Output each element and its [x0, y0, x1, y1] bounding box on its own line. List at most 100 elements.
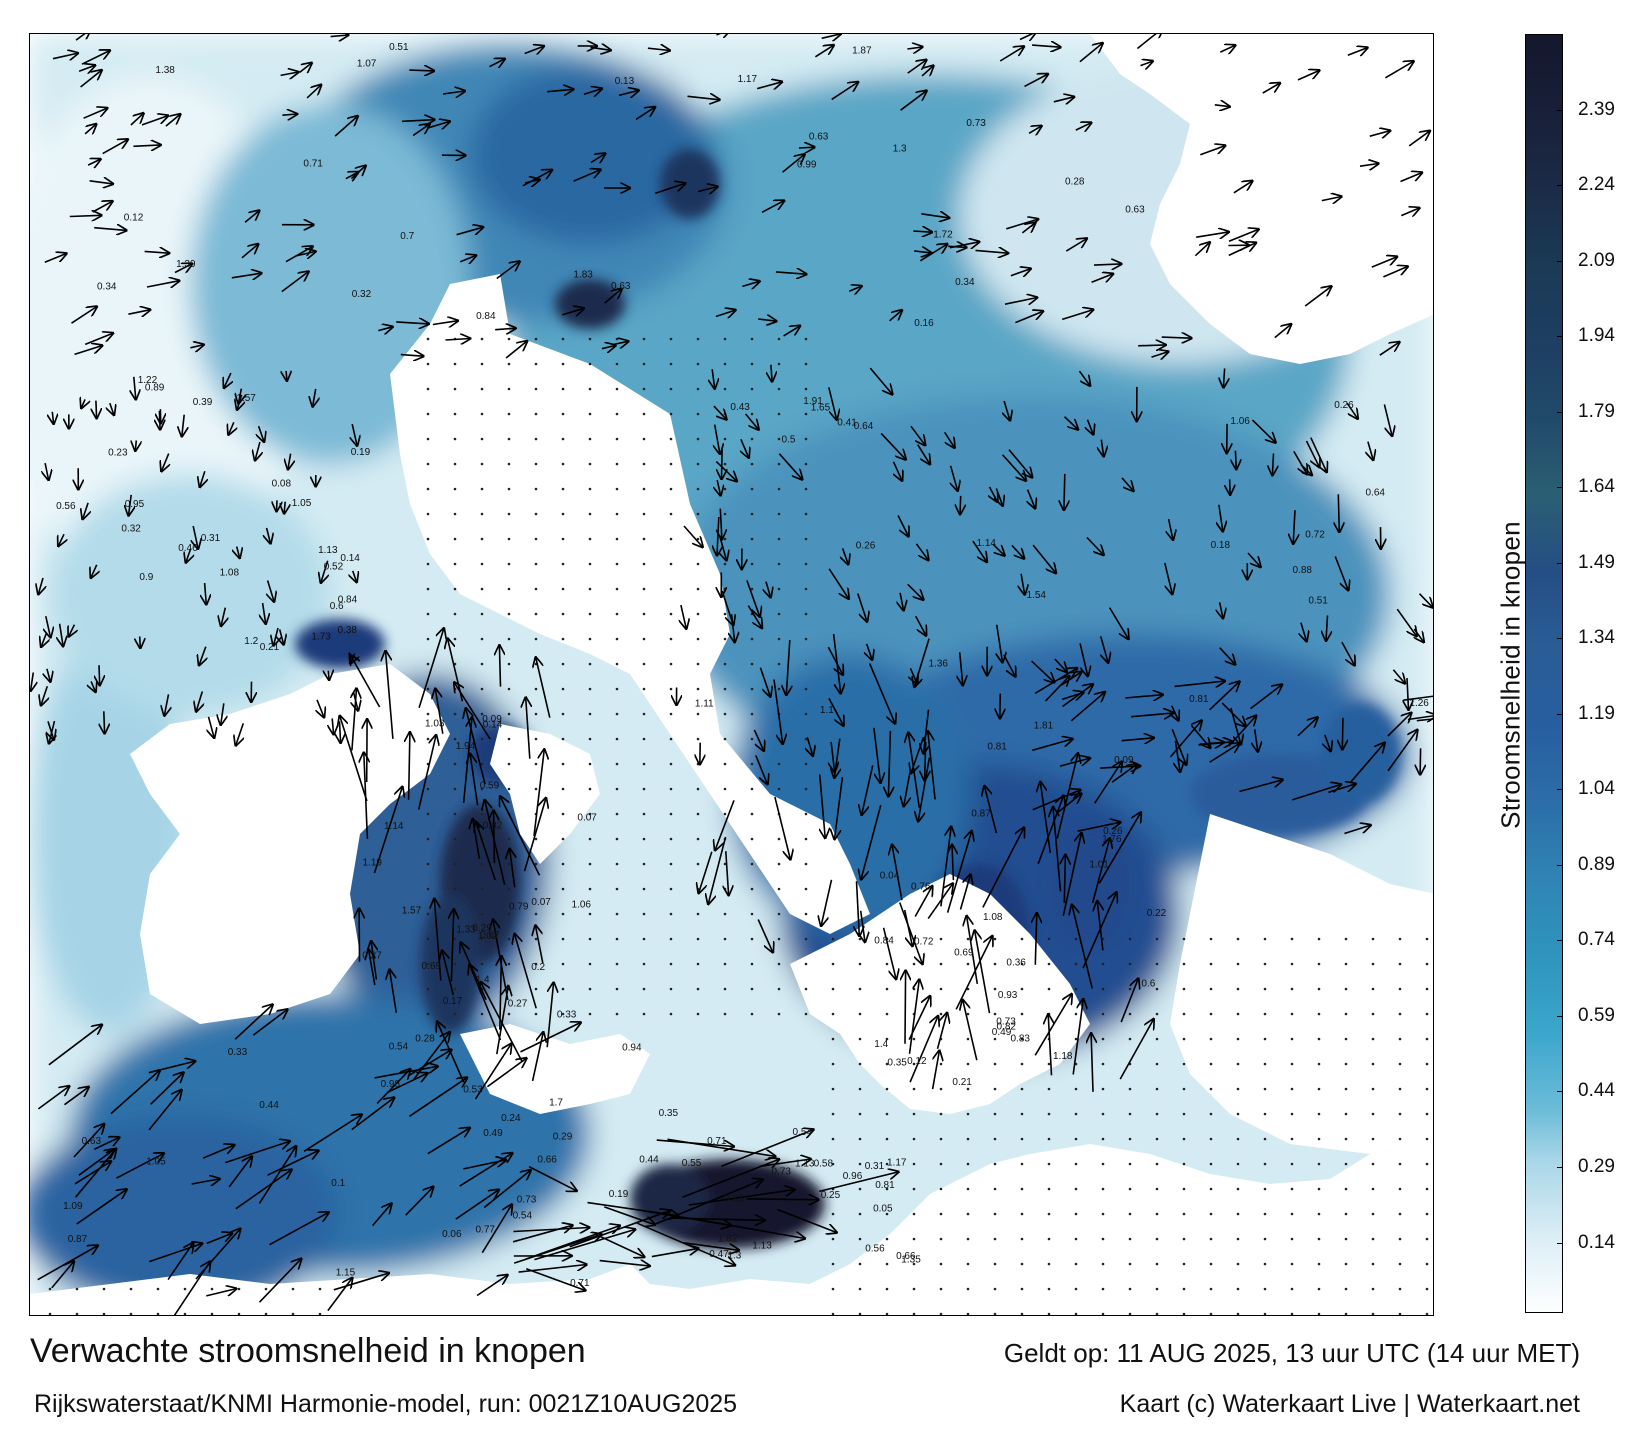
- current-arrow: [400, 355, 424, 357]
- current-arrow: [485, 800, 506, 885]
- grid-dot: [858, 1137, 862, 1141]
- current-arrow: [221, 703, 224, 725]
- current-arrow: [1233, 181, 1253, 194]
- grid-dot: [453, 962, 457, 966]
- current-value-label: 1.26: [1409, 698, 1429, 709]
- current-value-label: 0.43: [730, 402, 750, 413]
- current-value-label: 1.22: [138, 375, 158, 386]
- grid-dot: [480, 787, 484, 791]
- current-arrow: [683, 525, 703, 547]
- current-arrow: [295, 251, 316, 256]
- current-arrow: [46, 616, 51, 637]
- current-arrow: [905, 970, 906, 1044]
- grid-dot: [1263, 1312, 1267, 1315]
- current-arrow: [281, 272, 309, 293]
- current-arrow: [364, 753, 368, 839]
- grid-dot: [534, 887, 538, 891]
- current-arrow: [80, 70, 102, 88]
- grid-dot: [669, 1012, 673, 1016]
- current-arrow: [1079, 643, 1088, 676]
- grid-dot: [669, 562, 673, 566]
- grid-dot: [1047, 1062, 1051, 1066]
- grid-dot: [912, 1062, 916, 1066]
- grid-dot: [1371, 1262, 1375, 1266]
- grid-dot: [507, 612, 511, 616]
- current-arrow: [827, 646, 843, 675]
- current-value-label: 1.14: [384, 821, 404, 832]
- current-value-label: 0.05: [873, 1204, 893, 1215]
- grid-dot: [615, 612, 619, 616]
- grid-dot: [642, 862, 646, 866]
- grid-dot: [480, 662, 484, 666]
- grid-dot: [156, 1287, 160, 1291]
- grid-dot: [1344, 1037, 1348, 1041]
- grid-dot: [723, 937, 727, 941]
- current-arrow: [1121, 477, 1134, 491]
- grid-dot: [912, 1162, 916, 1166]
- grid-dot: [1074, 1237, 1078, 1241]
- current-value-label: 1.15: [336, 1268, 356, 1279]
- current-arrow: [1297, 70, 1319, 81]
- grid-dot: [1398, 1262, 1402, 1266]
- current-arrow: [340, 721, 341, 743]
- current-value-label: 0.9: [139, 572, 153, 583]
- grid-dot: [615, 787, 619, 791]
- grid-dot: [1182, 1312, 1186, 1315]
- grid-dot: [831, 1312, 835, 1315]
- colorbar-gradient: [1526, 35, 1562, 1312]
- grid-dot: [885, 1162, 889, 1166]
- current-arrow: [493, 920, 509, 1001]
- grid-dot: [588, 612, 592, 616]
- grid-dot: [804, 362, 808, 366]
- current-arrow: [1077, 822, 1121, 832]
- current-value-label: 0.66: [537, 1154, 557, 1165]
- grid-dot: [588, 537, 592, 541]
- grid-dot: [669, 712, 673, 716]
- current-arrow: [376, 1069, 410, 1105]
- current-arrow: [333, 1273, 389, 1291]
- grid-dot: [507, 687, 511, 691]
- grid-dot: [1128, 1262, 1132, 1266]
- grid-dot: [1020, 1312, 1024, 1315]
- current-arrow: [699, 851, 713, 893]
- grid-dot: [1398, 1237, 1402, 1241]
- current-arrow: [1091, 838, 1110, 904]
- current-arrow: [1048, 1014, 1051, 1076]
- grid-dot: [1290, 987, 1294, 991]
- current-arrow: [303, 1115, 362, 1152]
- grid-dot: [804, 962, 808, 966]
- grid-dot: [966, 1087, 970, 1091]
- grid-dot: [804, 712, 808, 716]
- grid-dot: [1398, 1162, 1402, 1166]
- grid-dot: [426, 437, 430, 441]
- current-arrow: [496, 261, 520, 280]
- grid-dot: [858, 1187, 862, 1191]
- grid-dot: [507, 937, 511, 941]
- current-value-label: 0.98: [381, 1079, 401, 1090]
- grid-dot: [1020, 987, 1024, 991]
- grid-dot: [1155, 1037, 1159, 1041]
- grid-dot: [480, 537, 484, 541]
- current-value-label: 0.09: [482, 714, 502, 725]
- grid-dot: [696, 962, 700, 966]
- grid-dot: [642, 887, 646, 891]
- grid-dot: [804, 887, 808, 891]
- current-value-label: 0.09: [1114, 755, 1134, 766]
- grid-dot: [831, 1112, 835, 1116]
- grid-dot: [723, 712, 727, 716]
- current-arrow: [1070, 692, 1105, 722]
- current-value-label: 0.95: [125, 499, 145, 510]
- grid-dot: [1371, 962, 1375, 966]
- grid-dot: [615, 937, 619, 941]
- grid-dot: [777, 587, 781, 591]
- grid-dot: [696, 462, 700, 466]
- current-value-label: 1.4: [874, 1039, 888, 1050]
- current-arrow: [1414, 628, 1424, 642]
- grid-dot: [1209, 1287, 1213, 1291]
- current-arrow: [726, 851, 729, 895]
- grid-dot: [534, 462, 538, 466]
- grid-dot: [426, 937, 430, 941]
- grid-dot: [804, 662, 808, 666]
- current-arrow: [1392, 669, 1405, 684]
- current-arrow: [720, 508, 722, 540]
